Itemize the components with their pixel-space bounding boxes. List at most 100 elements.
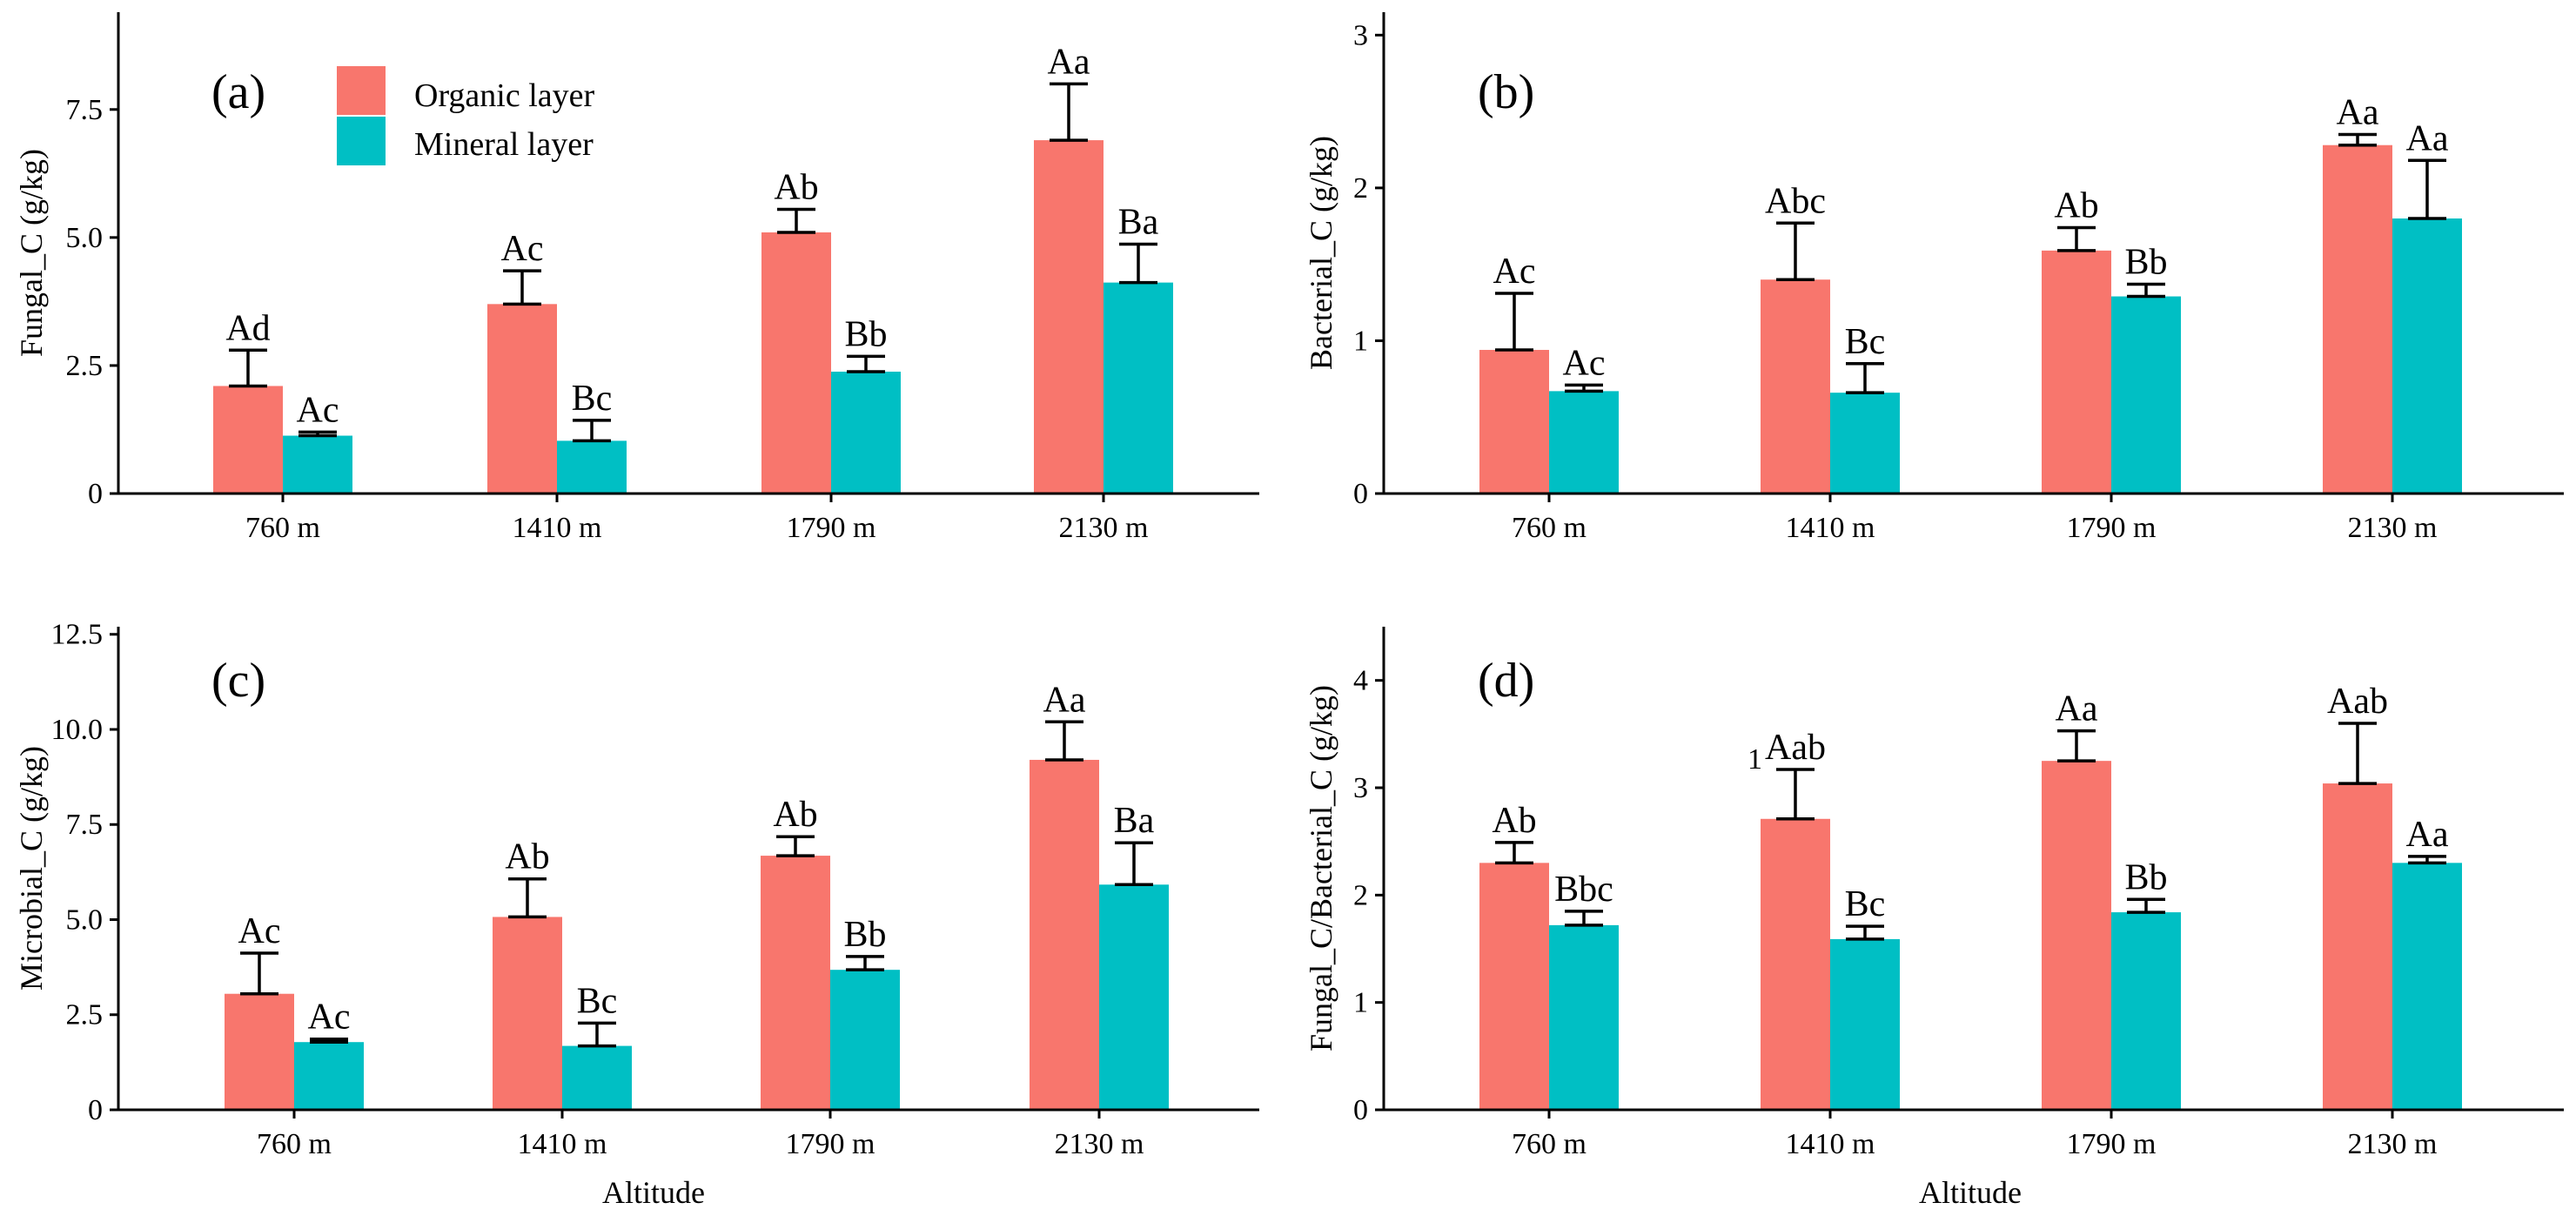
sig-label-d-organic-3: Aab: [2327, 682, 2388, 722]
y-tick-label-c-3: 7.5: [66, 809, 104, 841]
sig-label-a-organic-1: Ac: [501, 229, 544, 269]
sig-label-c-organic-0: Ac: [238, 911, 281, 951]
sig-label-d-organic-2: Aa: [2056, 689, 2098, 729]
sig-label-a-mineral-3: Ba: [1118, 202, 1159, 242]
x-axis-title-right: Altitude: [1919, 1175, 2022, 1210]
y-tick-label-d-0: 0: [1353, 1094, 1368, 1126]
error-bar-b-mineral-0: [1565, 383, 1603, 393]
bar-a-mineral-0: [283, 435, 352, 494]
error-bar-a-mineral-0: [299, 430, 337, 438]
y-tick-label-b-1: 1: [1353, 325, 1368, 357]
x-tick-label-d-1: 1410 m: [1786, 1128, 1875, 1160]
sig-label-c-organic-1: Ab: [505, 837, 549, 877]
bar-a-mineral-2: [831, 371, 901, 494]
panel-b-label: (b): [1478, 65, 1534, 119]
bar-c-organic-2: [761, 856, 830, 1110]
sig-label-c-mineral-2: Bb: [843, 915, 886, 955]
error-bar-c-mineral-3: [1115, 841, 1153, 887]
bar-a-organic-1: [487, 304, 557, 494]
panel-d-stray-mark: 1: [1748, 743, 1762, 776]
sig-label-b-mineral-0: Ac: [1563, 343, 1606, 383]
sig-label-d-mineral-2: Bb: [2124, 857, 2167, 897]
sig-label-c-mineral-1: Bc: [577, 981, 618, 1021]
bar-b-mineral-3: [2392, 218, 2462, 494]
sig-label-a-mineral-2: Bb: [844, 314, 887, 354]
bar-b-organic-0: [1479, 349, 1549, 494]
bar-b-mineral-2: [2111, 296, 2181, 494]
panel-c: (c) Ac Ab Ab Aa Ac Bc Bb Ba 0 2.5 5.0 7.5 10.0 12.5 76…: [14, 619, 1259, 1160]
sig-label-c-organic-3: Aa: [1043, 680, 1086, 720]
error-bar-d-organic-3: [2338, 722, 2377, 785]
y-axis-title-d: Fungal_C/Bacterial_C (g/kg): [1304, 685, 1338, 1051]
bar-c-mineral-2: [830, 970, 900, 1110]
panel-a: (a) Ad Ac Ab Aa Ac Bc Bb Ba 0 2.5 5.0 7.5 760 m 1410 …: [14, 12, 1259, 544]
x-tick-label-a-2: 1790 m: [787, 512, 876, 544]
sig-label-b-organic-1: Abc: [1765, 181, 1826, 221]
bar-c-mineral-3: [1099, 884, 1169, 1110]
bar-d-mineral-3: [2392, 863, 2462, 1110]
bar-a-organic-2: [761, 232, 831, 494]
sig-label-d-mineral-3: Aa: [2406, 815, 2449, 855]
error-bar-a-mineral-3: [1119, 242, 1157, 285]
legend-label-mineral: Mineral layer: [414, 126, 594, 163]
x-tick-label-d-2: 1790 m: [2067, 1128, 2157, 1160]
y-tick-label-c-5: 12.5: [51, 619, 104, 651]
x-tick-label-d-0: 760 m: [1512, 1128, 1587, 1160]
error-bar-a-organic-2: [777, 207, 815, 234]
error-bar-d-mineral-1: [1846, 924, 1884, 941]
x-tick-label-b-1: 1410 m: [1786, 512, 1875, 544]
bar-b-organic-3: [2323, 144, 2392, 494]
panel-d-label: (d): [1478, 654, 1534, 708]
sig-label-a-mineral-0: Ac: [297, 390, 339, 430]
bar-b-mineral-1: [1830, 393, 1900, 494]
sig-label-a-mineral-1: Bc: [572, 379, 613, 419]
legend: Organic layer Mineral layer: [337, 66, 594, 165]
y-tick-label-c-2: 5.0: [66, 904, 104, 936]
y-tick-label-b-2: 2: [1353, 172, 1368, 205]
x-tick-label-b-3: 2130 m: [2348, 512, 2438, 544]
y-tick-label-d-2: 2: [1353, 879, 1368, 911]
sig-label-a-organic-3: Aa: [1048, 42, 1090, 82]
y-tick-label-a-2: 5.0: [66, 222, 104, 254]
sig-label-a-organic-0: Ad: [225, 308, 270, 348]
bar-d-organic-2: [2042, 761, 2111, 1110]
x-tick-label-c-0: 760 m: [257, 1128, 332, 1160]
bar-c-mineral-1: [562, 1045, 632, 1110]
bar-d-mineral-1: [1830, 938, 1900, 1110]
panel-d: (d) 1 Ab Aab Aa Aab Bbc Bc Bb Aa 0 1 2 3 4 760 m 1410 …: [1304, 627, 2564, 1160]
error-bar-b-organic-2: [2057, 225, 2096, 252]
sig-label-d-mineral-0: Bbc: [1554, 870, 1613, 910]
bar-c-organic-1: [493, 917, 562, 1110]
bar-c-organic-3: [1030, 759, 1099, 1110]
bar-c-organic-0: [225, 993, 294, 1110]
x-tick-label-a-0: 760 m: [245, 512, 320, 544]
y-tick-label-b-3: 3: [1353, 19, 1368, 51]
sig-label-b-mineral-2: Bb: [2124, 242, 2167, 282]
y-axis-title-c: Microbial_C (g/kg): [14, 746, 49, 991]
error-bar-b-organic-1: [1776, 221, 1815, 281]
sig-label-c-mineral-3: Ba: [1114, 801, 1155, 841]
error-bar-c-organic-1: [508, 877, 547, 919]
y-axis-title-a: Fungal_C (g/kg): [14, 149, 49, 357]
sig-label-b-organic-0: Ac: [1493, 252, 1536, 292]
y-tick-label-d-4: 4: [1353, 665, 1368, 697]
error-bar-d-mineral-2: [2127, 897, 2165, 914]
error-bar-a-mineral-2: [847, 354, 885, 373]
bar-d-organic-0: [1479, 863, 1549, 1110]
sig-label-b-organic-2: Ab: [2054, 186, 2098, 226]
sig-label-d-organic-1: Aab: [1765, 728, 1826, 768]
error-bar-c-organic-2: [776, 835, 815, 857]
bar-c-mineral-0: [294, 1042, 364, 1110]
bar-d-mineral-0: [1549, 924, 1619, 1110]
x-tick-label-a-3: 2130 m: [1059, 512, 1149, 544]
legend-swatch-organic: [337, 66, 386, 115]
y-tick-label-a-0: 0: [88, 478, 103, 510]
error-bar-c-organic-3: [1045, 720, 1083, 762]
x-tick-label-a-1: 1410 m: [513, 512, 602, 544]
x-tick-label-c-3: 2130 m: [1055, 1128, 1144, 1160]
y-tick-label-c-1: 2.5: [66, 999, 104, 1031]
error-bar-b-mineral-1: [1846, 362, 1884, 394]
legend-label-organic: Organic layer: [414, 77, 594, 114]
bar-d-organic-3: [2323, 783, 2392, 1110]
